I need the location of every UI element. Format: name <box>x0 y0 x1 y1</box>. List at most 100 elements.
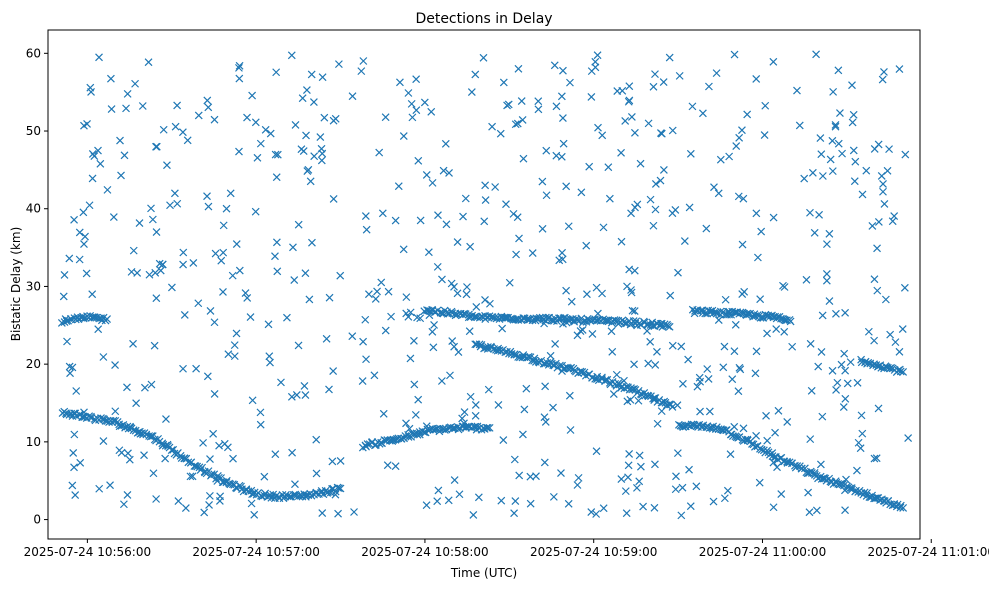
detection-marker <box>657 407 666 416</box>
detection-marker <box>825 229 834 238</box>
detection-marker <box>608 347 617 356</box>
detection-marker <box>481 296 489 304</box>
detection-marker <box>668 209 677 218</box>
detection-marker <box>755 478 764 487</box>
detection-marker <box>499 78 508 87</box>
detection-marker <box>75 255 84 264</box>
detection-marker <box>651 179 660 188</box>
detection-marker <box>272 491 281 500</box>
detection-marker <box>659 78 668 86</box>
detection-marker <box>391 216 400 225</box>
detection-marker <box>856 444 865 453</box>
detection-marker <box>587 508 596 516</box>
detection-marker <box>666 291 675 300</box>
detection-marker <box>250 510 259 519</box>
detection-marker <box>833 378 842 387</box>
detection-marker <box>854 438 863 447</box>
detection-marker <box>265 352 274 361</box>
detection-marker <box>415 430 424 439</box>
detection-marker <box>430 321 438 329</box>
detection-marker <box>644 119 653 128</box>
detection-marker <box>509 209 518 218</box>
detection-marker <box>63 337 71 346</box>
detection-marker <box>181 504 190 513</box>
detection-marker <box>99 353 108 361</box>
detection-marker <box>870 454 879 463</box>
detection-marker <box>630 360 638 369</box>
detection-marker <box>797 464 806 473</box>
detection-marker <box>605 194 614 203</box>
detection-marker <box>446 371 454 380</box>
detection-marker <box>439 166 448 175</box>
detection-marker <box>381 326 390 335</box>
detection-marker <box>481 196 490 204</box>
detection-marker <box>513 119 522 128</box>
detection-marker <box>834 66 843 75</box>
detection-marker <box>203 372 212 381</box>
detection-marker <box>305 295 314 304</box>
detection-marker <box>586 316 595 325</box>
detection-marker <box>317 144 326 153</box>
detection-marker <box>900 283 909 292</box>
detection-marker <box>173 199 182 208</box>
detection-marker <box>828 167 837 176</box>
detection-marker <box>189 259 198 267</box>
detection-marker <box>716 307 725 316</box>
detection-marker <box>219 288 227 296</box>
detection-marker <box>232 240 241 248</box>
detection-marker <box>558 248 566 257</box>
detection-marker <box>646 195 655 204</box>
detection-marker <box>557 92 566 101</box>
detection-marker <box>317 156 326 165</box>
detection-marker <box>229 454 237 463</box>
detection-marker <box>384 287 393 296</box>
detection-marker <box>653 419 662 428</box>
detection-marker <box>672 472 680 481</box>
detection-marker <box>513 213 522 222</box>
detection-marker <box>685 203 694 212</box>
detection-marker <box>309 98 318 106</box>
detection-marker <box>786 317 795 326</box>
x-tick-label: 2025-07-24 10:56:00 <box>24 545 151 559</box>
detection-marker <box>739 424 748 433</box>
detection-marker <box>235 63 243 72</box>
detection-marker <box>630 307 639 316</box>
detection-marker <box>761 101 770 110</box>
detection-marker <box>592 447 601 456</box>
detection-marker <box>763 329 771 338</box>
detection-marker <box>290 276 299 285</box>
detection-marker <box>899 503 908 512</box>
detection-marker <box>825 297 834 305</box>
detection-marker <box>836 109 844 117</box>
detection-marker <box>477 340 486 349</box>
detection-marker <box>848 118 857 127</box>
detection-marker <box>179 248 188 257</box>
detection-marker <box>300 382 309 390</box>
detection-marker <box>728 375 737 384</box>
detection-marker <box>845 484 854 493</box>
detection-marker <box>407 99 416 108</box>
detection-marker <box>627 113 636 121</box>
detection-marker <box>383 461 392 470</box>
detection-marker <box>565 391 574 400</box>
detection-marker <box>519 154 528 163</box>
detection-marker <box>549 403 557 412</box>
detection-marker <box>215 496 224 505</box>
detection-marker <box>621 117 630 125</box>
detection-marker <box>219 221 228 230</box>
detection-marker <box>868 222 877 230</box>
detection-marker <box>618 86 627 95</box>
detection-marker <box>674 268 682 277</box>
detection-marker <box>625 450 634 458</box>
detection-marker <box>651 361 660 369</box>
detection-marker <box>428 327 437 336</box>
detection-marker <box>272 173 281 182</box>
detection-marker <box>769 503 778 512</box>
detection-marker <box>890 212 899 220</box>
detection-marker <box>437 377 446 385</box>
detection-marker <box>404 89 413 97</box>
detection-marker <box>483 423 492 432</box>
detection-marker <box>412 106 421 115</box>
detection-marker <box>335 484 343 493</box>
detection-marker <box>461 194 470 203</box>
